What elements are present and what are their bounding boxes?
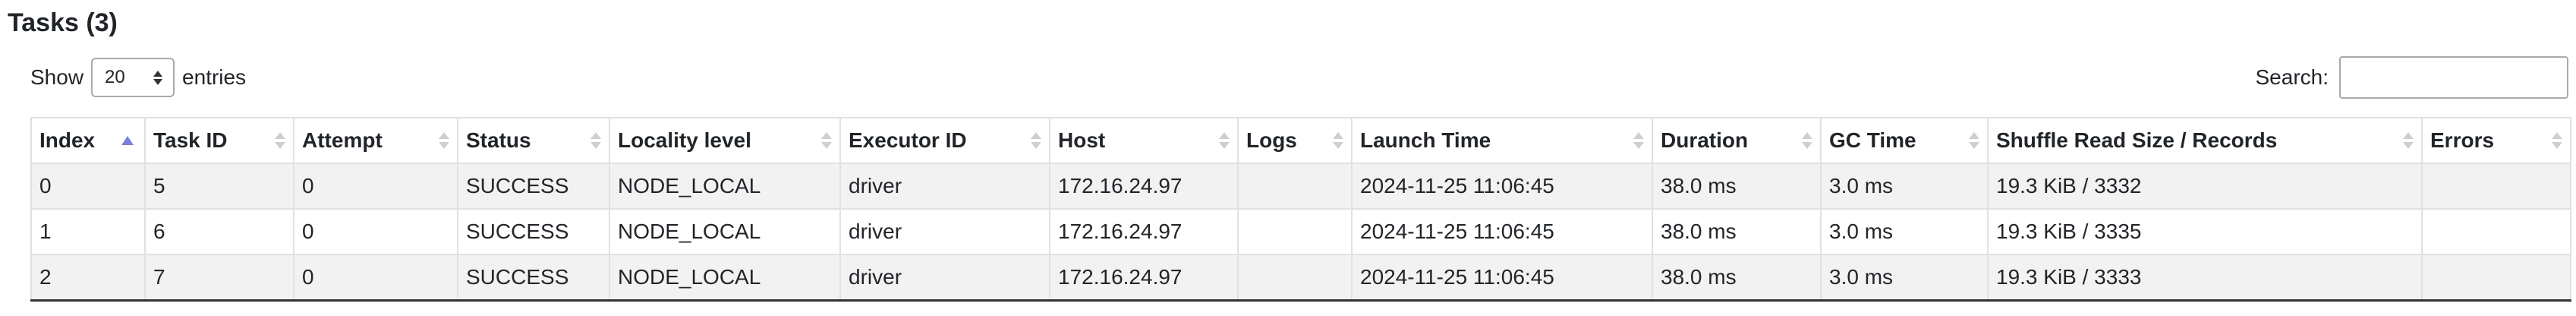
column-header-duration[interactable]: Duration	[1652, 117, 1821, 164]
table-cell: 2024-11-25 11:06:45	[1351, 254, 1652, 302]
table-cell: 0	[30, 163, 145, 209]
column-header-executor-id[interactable]: Executor ID	[839, 117, 1050, 164]
sort-both-icon	[1802, 132, 1812, 149]
column-header-label: Duration	[1661, 128, 1749, 152]
column-header-host[interactable]: Host	[1049, 117, 1238, 164]
header-row: Index Task ID Attempt Status Locality level E…	[30, 117, 2571, 164]
table-cell: driver	[839, 254, 1050, 302]
column-header-label: Errors	[2430, 128, 2495, 152]
sort-both-icon	[2552, 132, 2562, 149]
table-cell: 0	[293, 208, 458, 254]
sort-both-icon	[1969, 132, 1979, 149]
entries-label: entries	[182, 65, 247, 89]
table-cell: driver	[839, 163, 1050, 209]
table-cell: 172.16.24.97	[1049, 163, 1238, 209]
table-cell	[1237, 254, 1352, 302]
column-header-label: Shuffle Read Size / Records	[1996, 128, 2278, 152]
page-length-value: 20	[105, 67, 125, 87]
table-cell	[2421, 254, 2571, 302]
table-cell: SUCCESS	[457, 208, 609, 254]
sort-both-icon	[439, 132, 449, 149]
column-header-label: Index	[39, 128, 96, 152]
column-header-task-id[interactable]: Task ID	[144, 117, 294, 164]
table-cell: 172.16.24.97	[1049, 208, 1238, 254]
table-row: 1 6 0 SUCCESS NODE_LOCAL driver 172.16.24.97 20…	[30, 208, 2571, 254]
table-cell	[2421, 208, 2571, 254]
table-cell: 2024-11-25 11:06:45	[1351, 163, 1652, 209]
table-cell: NODE_LOCAL	[609, 254, 840, 302]
table-cell: NODE_LOCAL	[609, 208, 840, 254]
table-cell: 38.0 ms	[1652, 208, 1821, 254]
table-cell: driver	[839, 208, 1050, 254]
table-cell	[2421, 163, 2571, 209]
sort-both-icon	[275, 132, 285, 149]
sort-both-icon	[2403, 132, 2414, 149]
column-header-attempt[interactable]: Attempt	[293, 117, 458, 164]
search-label: Search:	[2255, 65, 2329, 89]
table-row: 0 5 0 SUCCESS NODE_LOCAL driver 172.16.24.97 20…	[30, 163, 2571, 209]
page-title: Tasks (3)	[8, 8, 118, 37]
sort-both-icon	[590, 132, 601, 149]
page-length-control: Show 20 entries	[30, 58, 246, 97]
table-cell: 38.0 ms	[1652, 163, 1821, 209]
column-header-shuffle-read-size-records[interactable]: Shuffle Read Size / Records	[1987, 117, 2422, 164]
table-cell: SUCCESS	[457, 254, 609, 302]
sort-both-icon	[821, 132, 832, 149]
page-length-select[interactable]: 20	[91, 58, 175, 97]
table-cell: 38.0 ms	[1652, 254, 1821, 302]
table-cell: 172.16.24.97	[1049, 254, 1238, 302]
column-header-label: Host	[1058, 128, 1106, 152]
table-body: 0 5 0 SUCCESS NODE_LOCAL driver 172.16.24.97 20…	[30, 163, 2571, 302]
column-header-index[interactable]: Index	[30, 117, 145, 164]
table-cell: 7	[144, 254, 294, 302]
column-header-launch-time[interactable]: Launch Time	[1351, 117, 1652, 164]
sort-both-icon	[1219, 132, 1230, 149]
table-cell: 5	[144, 163, 294, 209]
tasks-table: Index Task ID Attempt Status Locality level E…	[30, 117, 2571, 302]
table-cell: 19.3 KiB / 3335	[1987, 208, 2422, 254]
table-cell: 19.3 KiB / 3333	[1987, 254, 2422, 302]
table-cell: 3.0 ms	[1820, 208, 1988, 254]
table-cell: 6	[144, 208, 294, 254]
table-row: 2 7 0 SUCCESS NODE_LOCAL driver 172.16.24.97 20…	[30, 254, 2571, 302]
table-cell: 1	[30, 208, 145, 254]
table-cell: 0	[293, 254, 458, 302]
column-header-logs[interactable]: Logs	[1237, 117, 1352, 164]
column-header-label: Attempt	[302, 128, 383, 152]
sort-both-icon	[1333, 132, 1343, 149]
sort-both-icon	[1633, 132, 1644, 149]
column-header-status[interactable]: Status	[457, 117, 609, 164]
column-header-label: Status	[466, 128, 531, 152]
column-header-errors[interactable]: Errors	[2421, 117, 2571, 164]
search-input[interactable]	[2339, 56, 2568, 99]
column-header-locality-level[interactable]: Locality level	[609, 117, 840, 164]
table-cell: 3.0 ms	[1820, 254, 1988, 302]
table-cell: 0	[293, 163, 458, 209]
table-cell: 19.3 KiB / 3332	[1987, 163, 2422, 209]
column-header-label: Executor ID	[849, 128, 967, 152]
column-header-label: GC Time	[1829, 128, 1916, 152]
table-cell	[1237, 208, 1352, 254]
table-cell: NODE_LOCAL	[609, 163, 840, 209]
column-header-label: Locality level	[618, 128, 751, 152]
column-header-label: Launch Time	[1360, 128, 1491, 152]
table-cell: SUCCESS	[457, 163, 609, 209]
sort-ascending-icon	[121, 136, 134, 145]
column-header-gc-time[interactable]: GC Time	[1820, 117, 1988, 164]
select-arrows-icon	[153, 70, 163, 85]
sort-both-icon	[1031, 132, 1041, 149]
search-control: Search:	[2255, 56, 2568, 99]
column-header-label: Task ID	[153, 128, 228, 152]
table-cell: 2024-11-25 11:06:45	[1351, 208, 1652, 254]
table-cell	[1237, 163, 1352, 209]
column-header-label: Logs	[1246, 128, 1297, 152]
table-cell: 2	[30, 254, 145, 302]
table-cell: 3.0 ms	[1820, 163, 1988, 209]
show-label: Show	[30, 65, 84, 89]
